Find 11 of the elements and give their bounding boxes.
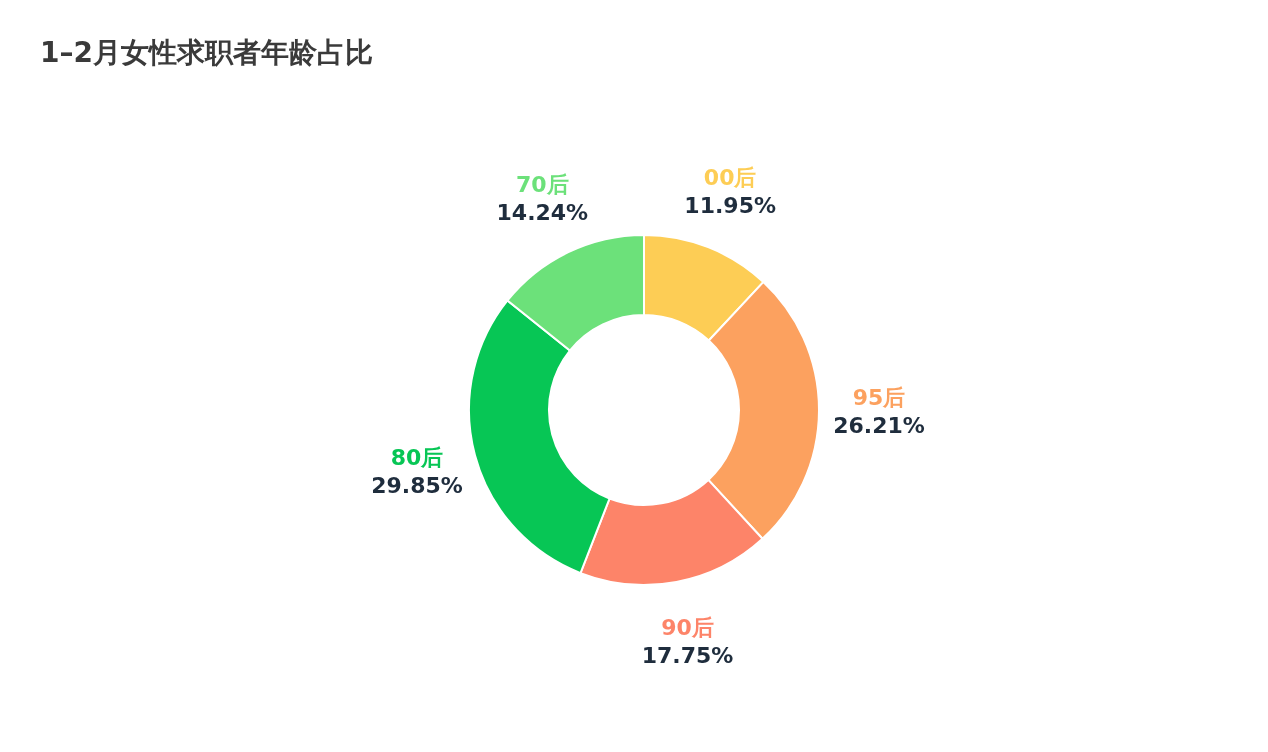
slice-label: 90后 [661,614,714,640]
data-label: 26.21% [833,412,925,438]
data-label: 29.85% [371,472,463,498]
chart-title: 1–2月女性求职者年龄占比 [40,36,373,69]
data-label: 11.95% [684,193,776,219]
slice-label: 00后 [703,165,757,191]
data-label: 14.24% [496,200,589,226]
data-label: 17.75% [641,642,734,668]
slice-label: 80后 [390,444,444,470]
slice-label: 70后 [516,172,569,198]
slice-label: 95后 [852,384,906,410]
